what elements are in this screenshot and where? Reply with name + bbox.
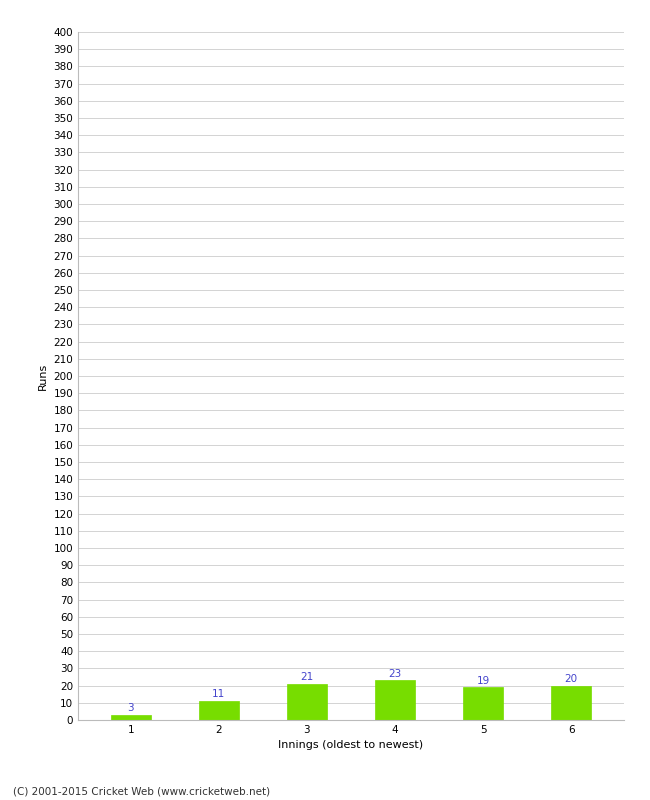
Text: 19: 19 bbox=[476, 675, 489, 686]
Bar bbox=[375, 681, 415, 720]
Text: 3: 3 bbox=[127, 703, 134, 713]
Bar bbox=[111, 715, 151, 720]
Bar bbox=[199, 701, 239, 720]
Text: 20: 20 bbox=[565, 674, 578, 684]
Text: 23: 23 bbox=[389, 669, 402, 678]
Bar bbox=[551, 686, 591, 720]
Y-axis label: Runs: Runs bbox=[38, 362, 48, 390]
Text: 21: 21 bbox=[300, 672, 313, 682]
Bar bbox=[287, 684, 327, 720]
Text: 11: 11 bbox=[213, 690, 226, 699]
Bar bbox=[463, 687, 503, 720]
X-axis label: Innings (oldest to newest): Innings (oldest to newest) bbox=[278, 741, 424, 750]
Text: (C) 2001-2015 Cricket Web (www.cricketweb.net): (C) 2001-2015 Cricket Web (www.cricketwe… bbox=[13, 786, 270, 796]
